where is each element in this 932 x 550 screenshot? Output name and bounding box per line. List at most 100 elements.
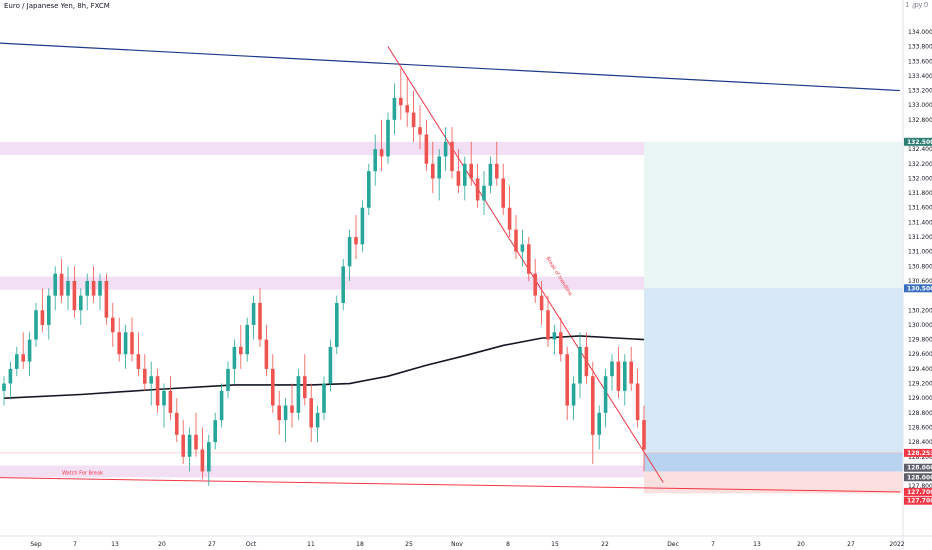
candle-body <box>469 163 473 179</box>
candle-body <box>98 280 102 296</box>
time-tick-12: 22 <box>601 541 609 548</box>
price-tag-0: 132.500 <box>907 139 932 146</box>
price-tag-bg-1 <box>904 284 932 293</box>
candle-body <box>162 390 166 406</box>
support-zone-2 <box>0 465 903 478</box>
candle-body <box>207 442 211 472</box>
time-tick-10: 8 <box>506 541 510 548</box>
candle-body <box>437 156 441 179</box>
price-tick-7: 132.400 <box>908 146 932 153</box>
time-tick-13: Dec <box>667 541 679 548</box>
trendline-note: Break of trendline <box>544 256 573 297</box>
time-tick-14: 7 <box>711 541 715 548</box>
time-tick-4: 27 <box>208 541 216 548</box>
time-axis: Sep 7 13 20 27 Oct 11 18 25 Nov 8 15 22 Dec 7 13 20 27 202… <box>30 541 904 548</box>
candle-body <box>111 317 115 333</box>
candle-body <box>341 266 345 303</box>
price-tick-19: 129.800 <box>908 337 932 344</box>
candle-body <box>187 434 192 457</box>
price-tag-1: 130.500 <box>907 285 932 292</box>
time-tick-5: Oct <box>246 541 257 548</box>
time-tick-8: 25 <box>405 541 413 548</box>
trendline-down <box>387 46 664 483</box>
candle-body <box>405 105 409 113</box>
trendline-watch <box>0 477 901 493</box>
candle-body <box>571 383 576 406</box>
candle-body <box>520 244 525 252</box>
candle-body <box>559 332 563 355</box>
candle-body <box>642 420 646 450</box>
candle-body <box>85 280 89 296</box>
time-tick-18: 2022 <box>889 541 904 548</box>
candle-body <box>565 354 569 406</box>
candle-body <box>21 354 25 362</box>
trendline-upper <box>0 42 901 92</box>
candle-body <box>379 149 384 157</box>
price-tick-8: 132.200 <box>908 161 932 168</box>
candle-body <box>373 149 377 172</box>
candle-body <box>386 119 390 157</box>
price-tick-25: 128.600 <box>908 424 932 431</box>
candle-body <box>635 383 640 421</box>
candle-body <box>411 112 416 128</box>
time-tick-0: Sep <box>30 541 42 548</box>
price-tag-bg-5 <box>904 487 932 496</box>
candle-body <box>277 405 281 421</box>
price-tick-9: 132.000 <box>908 175 932 182</box>
candle-body <box>501 178 505 208</box>
time-tick-6: 11 <box>307 541 315 548</box>
candle-body <box>309 398 313 428</box>
price-tags: 132.500 130.500 128.253 128.000 128.000 127.7… <box>904 137 932 505</box>
candle-body <box>117 332 121 355</box>
price-tick-11: 131.600 <box>908 205 932 212</box>
candle-body <box>219 390 224 421</box>
candle-body <box>79 295 83 311</box>
candle-body <box>335 302 339 347</box>
candle-body <box>47 295 51 325</box>
candle-body <box>546 310 550 340</box>
candle-body <box>424 134 429 164</box>
price-tick-26: 128.400 <box>908 439 932 446</box>
candle-body <box>456 171 461 186</box>
candle-body <box>34 310 38 340</box>
candle-body <box>399 97 403 106</box>
candle-body <box>15 354 19 369</box>
time-tick-11: 15 <box>551 541 559 548</box>
candle-body <box>367 171 371 208</box>
candle-body <box>143 368 147 384</box>
price-tick-21: 129.400 <box>908 366 932 373</box>
candle-body <box>610 361 614 377</box>
time-tick-7: 18 <box>356 541 364 548</box>
candle-body <box>578 346 582 384</box>
candle-body <box>239 346 243 355</box>
candle-body <box>527 244 531 274</box>
price-tick-20: 129.600 <box>908 351 932 358</box>
candle-body <box>27 339 32 362</box>
candle-body <box>149 376 153 384</box>
price-tag-bg-0 <box>904 137 932 146</box>
profit-zone <box>644 288 903 472</box>
candle-body <box>8 368 13 384</box>
profit-zone-upper <box>644 141 903 289</box>
time-tick-2: 13 <box>111 541 119 548</box>
candle-body <box>72 280 77 311</box>
time-tick-17: 27 <box>847 541 855 548</box>
candle-body <box>623 361 627 391</box>
time-tick-16: 20 <box>797 541 805 548</box>
candle-body <box>482 185 486 201</box>
time-tick-15: 13 <box>753 541 761 548</box>
price-tag-bg-4 <box>904 473 932 482</box>
price-tag-6: 127.700 <box>907 498 932 505</box>
candle-body <box>251 302 256 325</box>
price-tick-15: 130.800 <box>908 263 932 270</box>
candle-body <box>418 127 422 135</box>
candle-body <box>597 412 601 435</box>
candle-body <box>91 280 96 296</box>
candle-body <box>552 332 557 340</box>
price-tick-2: 133.600 <box>908 58 932 65</box>
candle-body <box>507 207 512 230</box>
price-tick-6: 132.800 <box>908 117 932 124</box>
candle-body <box>616 361 621 391</box>
price-tick-10: 131.800 <box>908 190 932 197</box>
